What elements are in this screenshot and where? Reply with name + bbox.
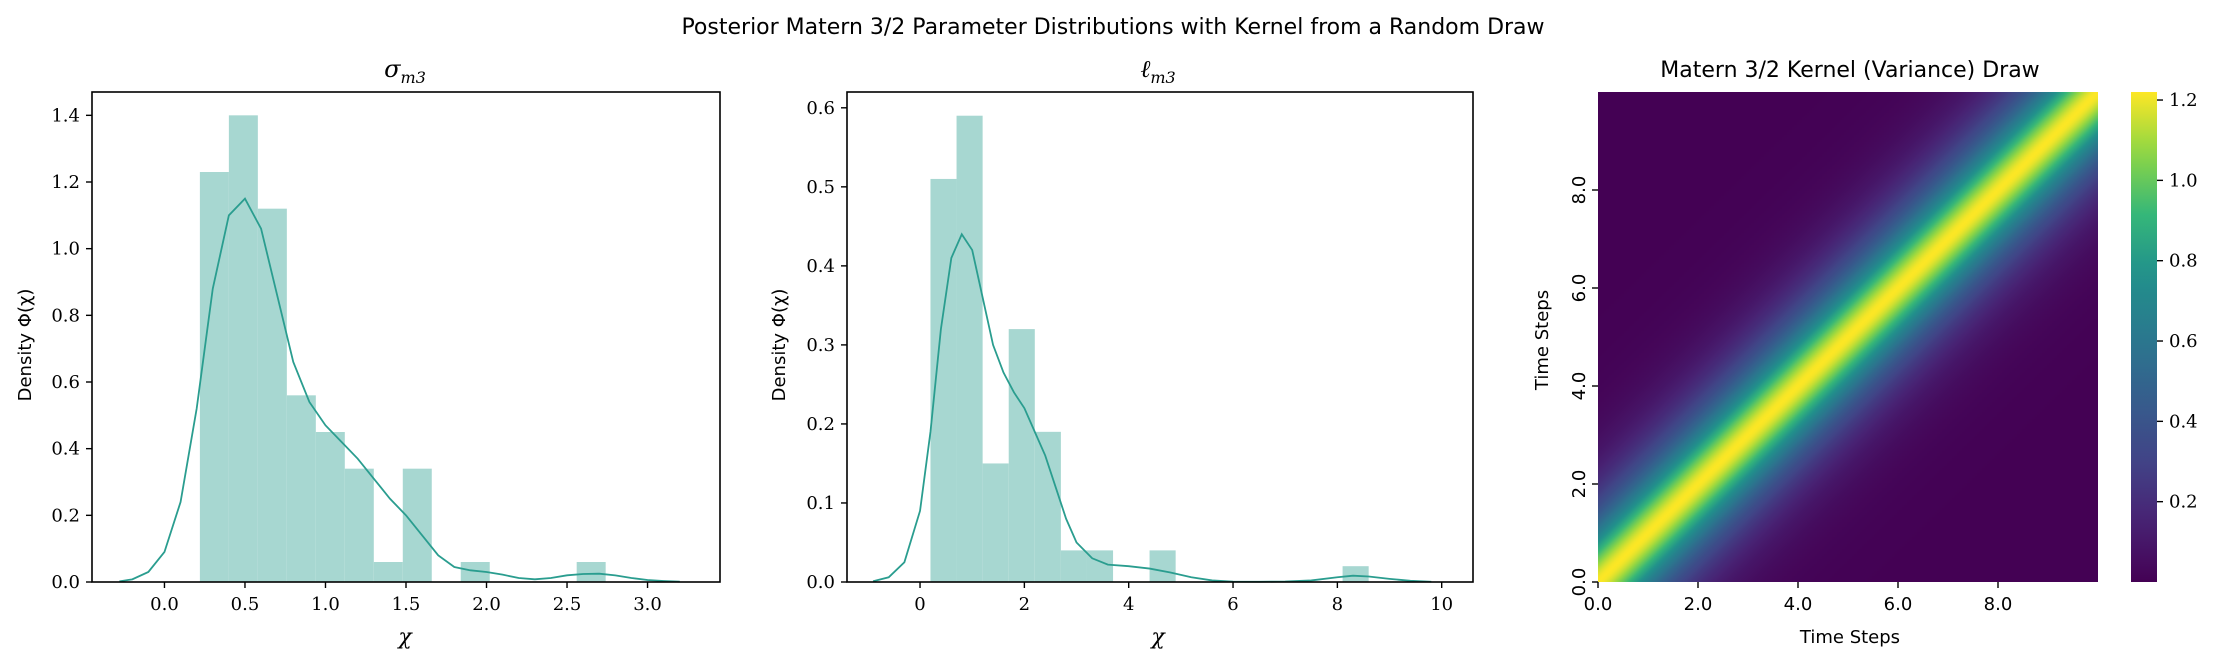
sigma-y-tick-label: 1.4	[51, 105, 80, 126]
sigma-x-tick-label: 1.0	[311, 594, 340, 615]
kernel-y-tick-label: 4.0	[1569, 372, 1590, 401]
sigma-hist-bar	[344, 468, 374, 582]
sigma-x-tick-label: 0.0	[150, 594, 179, 615]
kernel-y-tick-label: 6.0	[1569, 274, 1590, 303]
sigma-hist-bar	[228, 115, 258, 582]
lengthscale-y-tick-label: 0.2	[806, 414, 835, 435]
sigma-panel-title: σm3	[384, 55, 426, 87]
lengthscale-x-axis-label: χ	[1149, 625, 1166, 650]
sigma-x-tick-label: 2.0	[472, 594, 501, 615]
sigma-hist-bar	[373, 562, 403, 582]
sigma-hist-bar	[286, 395, 316, 582]
colorbar-tick-label: 1.2	[2169, 90, 2198, 111]
sigma-kde-line	[119, 197, 680, 583]
lengthscale-axes-frame	[846, 91, 1474, 583]
kernel-x-tick-label: 8.0	[1984, 594, 2013, 615]
sigma-histogram-panel: 0.0 0.5 1.0 1.5 2.0 2.5 3.0 0.0 0.2 0.4 0.6 0.8 1.0…	[15, 55, 721, 650]
lengthscale-hist-bar	[930, 178, 957, 582]
colorbar-tick-label: 0.6	[2169, 331, 2198, 352]
kernel-heatmap-image	[1598, 92, 2098, 582]
sigma-y-tick-label: 0.8	[51, 305, 80, 326]
lengthscale-hist-bar	[956, 115, 983, 582]
lengthscale-x-tick-label: 4	[1123, 594, 1134, 615]
lengthscale-x-tick-label: 10	[1430, 594, 1453, 615]
lengthscale-x-tick-label: 2	[1019, 594, 1030, 615]
lengthscale-kde-line	[872, 232, 1432, 583]
lengthscale-y-tick-label: 0.3	[806, 335, 835, 356]
sigma-x-tick-label: 0.5	[231, 594, 260, 615]
kernel-heatmap-panel: 0.0 2.0 4.0 6.0 8.0 0.0 2.0 4.0 6.0 8.0 Matern 3…	[1532, 58, 2198, 648]
sigma-y-tick-label: 0.0	[51, 572, 80, 593]
lengthscale-hist-bar	[1342, 566, 1369, 582]
sigma-hist-bar	[460, 562, 490, 582]
sigma-y-tick-label: 1.0	[51, 239, 80, 260]
sigma-y-tick-label: 0.4	[51, 439, 80, 460]
lengthscale-hist-bar	[1149, 550, 1176, 582]
colorbar-tick-label: 0.2	[2169, 492, 2198, 513]
sigma-y-tick-label: 1.2	[51, 172, 80, 193]
colorbar	[2131, 92, 2157, 582]
sigma-x-axis-label: χ	[396, 625, 413, 650]
colorbar-tick-label: 0.8	[2169, 251, 2198, 272]
sigma-y-ticks: 0.0 0.2 0.4 0.6 0.8 1.0 1.2 1.4	[51, 105, 92, 593]
lengthscale-x-tick-label: 6	[1227, 594, 1238, 615]
kernel-x-tick-label: 6.0	[1884, 594, 1913, 615]
lengthscale-x-tick-label: 8	[1332, 594, 1343, 615]
sigma-x-tick-label: 3.0	[633, 594, 662, 615]
kernel-x-axis-label: Time Steps	[1799, 627, 1900, 648]
sigma-x-ticks: 0.0 0.5 1.0 1.5 2.0 2.5 3.0	[150, 582, 662, 615]
lengthscale-panel-title: ℓm3	[1140, 55, 1175, 87]
kernel-y-axis-label: Time Steps	[1532, 290, 1553, 391]
lengthscale-hist-bar	[1086, 550, 1114, 582]
sigma-hist-bar	[257, 208, 287, 582]
colorbar-tick-label: 1.0	[2169, 170, 2198, 191]
lengthscale-hist-bar	[1060, 550, 1087, 582]
lengthscale-y-tick-label: 0.1	[806, 493, 835, 514]
kernel-y-tick-label: 2.0	[1569, 470, 1590, 499]
sigma-hist-bar	[402, 468, 432, 582]
kernel-x-tick-label: 0.0	[1584, 594, 1613, 615]
sigma-y-tick-label: 0.6	[51, 372, 80, 393]
sigma-hist-bar	[315, 432, 345, 582]
lengthscale-histogram-panel: 0 2 4 6 8 10 0.0 0.1 0.2 0.3 0.4 0.5 0.6 ℓm3 χ Dens…	[769, 55, 1474, 650]
kernel-x-tick-label: 4.0	[1784, 594, 1813, 615]
lengthscale-y-tick-label: 0.4	[806, 256, 835, 277]
colorbar-tick-label: 0.4	[2169, 411, 2198, 432]
kernel-panel-title: Matern 3/2 Kernel (Variance) Draw	[1660, 58, 2039, 83]
kernel-y-tick-label: 0.0	[1569, 568, 1590, 597]
sigma-x-tick-label: 2.5	[553, 594, 582, 615]
lengthscale-hist-bar	[1008, 329, 1035, 582]
kernel-x-ticks: 0.0 2.0 4.0 6.0 8.0	[1584, 582, 2013, 615]
lengthscale-histogram-bars	[930, 115, 1369, 582]
colorbar-ticks: 0.2 0.4 0.6 0.8 1.0 1.2	[2157, 90, 2198, 513]
sigma-x-tick-label: 1.5	[392, 594, 421, 615]
sigma-hist-bar	[576, 562, 606, 582]
lengthscale-y-axis-label: Density Φ(χ)	[769, 289, 790, 402]
lengthscale-y-tick-label: 0.0	[806, 572, 835, 593]
lengthscale-y-tick-label: 0.5	[806, 177, 835, 198]
lengthscale-hist-bar	[982, 463, 1009, 582]
figure-suptitle: Posterior Matern 3/2 Parameter Distribut…	[681, 15, 1544, 40]
kernel-y-ticks: 0.0 2.0 4.0 6.0 8.0	[1569, 176, 1598, 597]
kernel-y-tick-label: 8.0	[1569, 176, 1590, 205]
kernel-x-tick-label: 2.0	[1684, 594, 1713, 615]
lengthscale-hist-bar	[1034, 431, 1061, 582]
sigma-histogram-bars	[199, 115, 606, 582]
lengthscale-x-tick-label: 0	[914, 594, 925, 615]
sigma-y-axis-label: Density Φ(χ)	[15, 289, 36, 402]
lengthscale-y-ticks: 0.0 0.1 0.2 0.3 0.4 0.5 0.6	[806, 98, 847, 593]
sigma-y-tick-label: 0.2	[51, 505, 80, 526]
lengthscale-y-tick-label: 0.6	[806, 98, 835, 119]
lengthscale-x-ticks: 0 2 4 6 8 10	[914, 582, 1453, 615]
